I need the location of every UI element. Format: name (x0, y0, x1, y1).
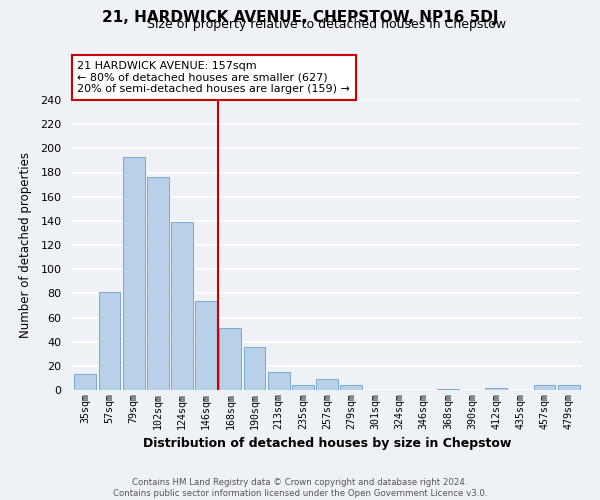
Bar (123, 157, 145, 390)
Bar (171, 222, 193, 390)
Bar (485, 388, 507, 390)
X-axis label: Distribution of detached houses by size in Chepstow: Distribution of detached houses by size … (143, 437, 511, 450)
Bar (195, 300, 217, 390)
Y-axis label: Number of detached properties: Number of detached properties (19, 152, 32, 338)
Bar (98, 292, 121, 390)
Bar (147, 178, 169, 390)
Bar (268, 372, 290, 390)
Text: 21 HARDWICK AVENUE: 157sqm
← 80% of detached houses are smaller (627)
20% of sem: 21 HARDWICK AVENUE: 157sqm ← 80% of deta… (77, 61, 350, 94)
Bar (244, 346, 265, 390)
Bar (437, 389, 459, 390)
Bar (340, 385, 362, 390)
Title: Size of property relative to detached houses in Chepstow: Size of property relative to detached ho… (148, 18, 506, 31)
Bar (74, 374, 96, 390)
Bar (220, 328, 241, 390)
Text: Contains HM Land Registry data © Crown copyright and database right 2024.
Contai: Contains HM Land Registry data © Crown c… (113, 478, 487, 498)
Bar (316, 379, 338, 390)
Bar (292, 385, 314, 390)
Bar (533, 385, 556, 390)
Text: 21, HARDWICK AVENUE, CHEPSTOW, NP16 5DJ: 21, HARDWICK AVENUE, CHEPSTOW, NP16 5DJ (102, 10, 498, 25)
Bar (558, 385, 580, 390)
